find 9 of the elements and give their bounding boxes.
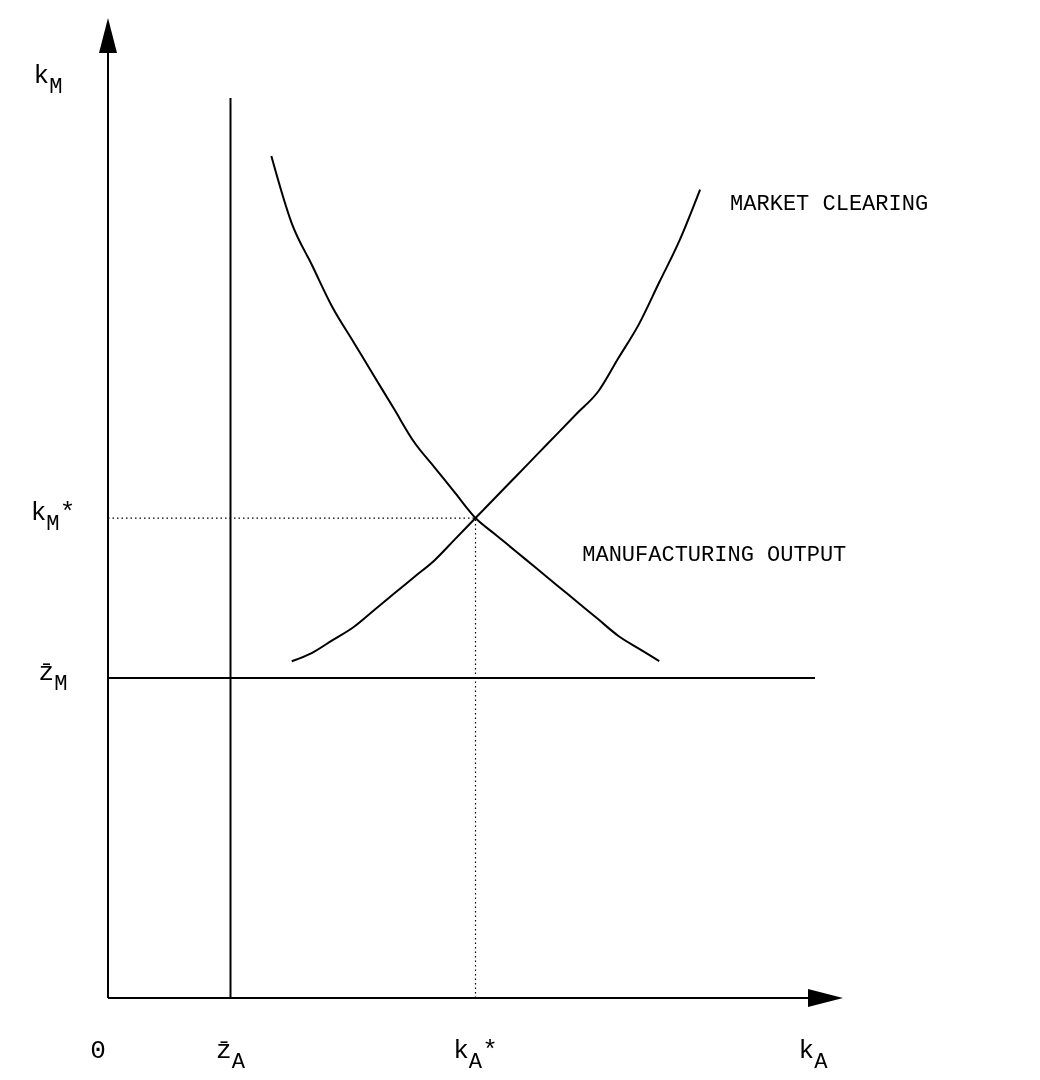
x-tick-label: 0 bbox=[90, 1036, 106, 1066]
series-label: MANUFACTURING OUTPUT bbox=[582, 543, 847, 569]
ref-line-label: k$_{M}$* bbox=[30, 498, 76, 537]
series-label: MARKET CLEARING bbox=[730, 191, 929, 217]
ref-line-label: z̄$_{M}$ bbox=[38, 658, 68, 697]
x-tick-label: z̄$_{A}$ bbox=[216, 1036, 246, 1075]
y-axis-title: k$_{M}$ bbox=[33, 61, 63, 100]
x-axis-title: k$_{A}$ bbox=[798, 1036, 829, 1075]
x-tick-label: k$_{A}$* bbox=[453, 1036, 498, 1075]
